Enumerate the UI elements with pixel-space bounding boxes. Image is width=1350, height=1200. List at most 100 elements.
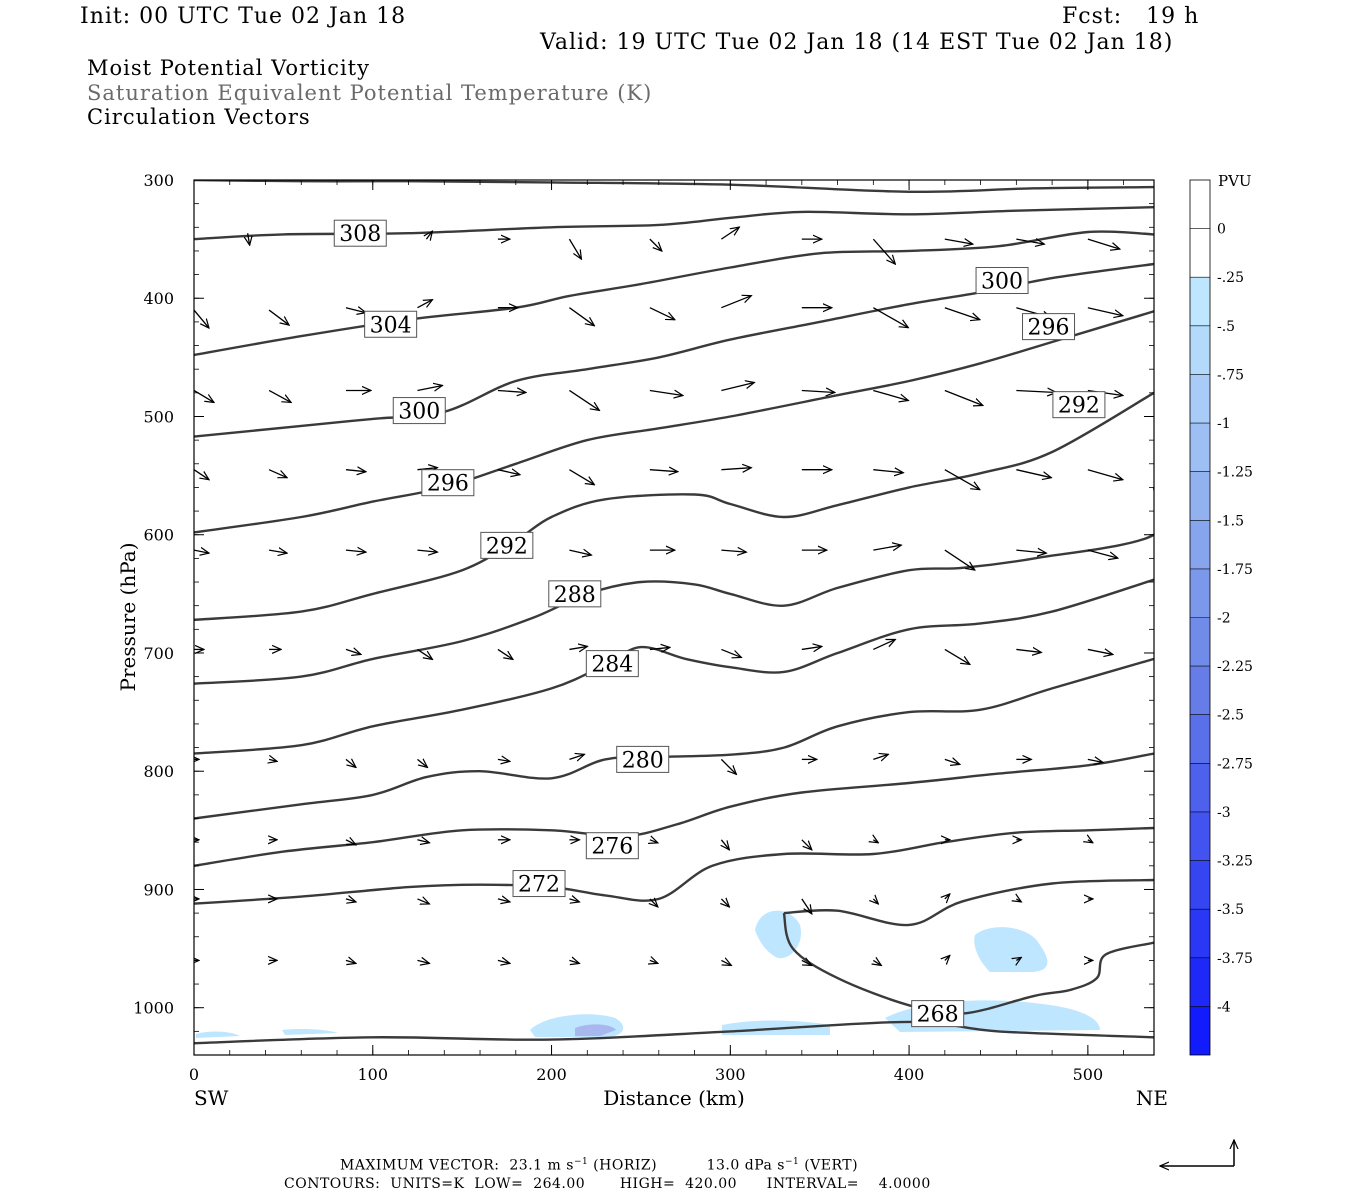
circulation-vector <box>801 390 835 392</box>
circulation-vector <box>345 960 356 963</box>
contour-labels: 3083043002962922882842802762723002962922… <box>333 219 1106 1028</box>
colorbar-segment <box>1190 1006 1210 1055</box>
circulation-vector <box>944 549 975 570</box>
circulation-vector <box>497 899 510 902</box>
colorbar-segment <box>1190 714 1210 764</box>
colorbar-segment <box>1190 471 1210 521</box>
colorbar-label: -1.25 <box>1217 465 1253 481</box>
x-axis-title: Distance (km) <box>603 1086 745 1110</box>
colorbar-segment <box>1190 374 1210 424</box>
colorbar-segment <box>1190 811 1210 861</box>
axis-ticks: 0 100 200 300 400 500 300 400 500 600 700 800 900 100… <box>133 171 1154 1084</box>
circulation-vector <box>873 754 888 759</box>
pv-shade-patch <box>575 1024 616 1036</box>
circulation-vector <box>417 648 432 659</box>
colorbar-segment <box>1190 666 1210 715</box>
colorbar-label: -.75 <box>1217 367 1244 383</box>
circulation-vector <box>801 898 812 914</box>
contour-label: 280 <box>622 748 664 773</box>
circulation-vector <box>569 389 599 410</box>
contour-label-box <box>548 580 602 608</box>
contour-label: 304 <box>370 313 412 338</box>
pv-shade-patch <box>196 1031 240 1038</box>
circulation-vector <box>945 894 950 899</box>
circulation-vector <box>944 389 983 405</box>
contour-label: 308 <box>339 222 381 247</box>
colorbar-segment <box>1190 277 1210 326</box>
circulation-vector <box>417 468 437 470</box>
contour-label: 300 <box>398 400 440 425</box>
field-title-vectors: Circulation Vectors <box>87 105 311 129</box>
colorbar-label: -2.5 <box>1217 708 1244 724</box>
pv-shade-patch <box>755 910 801 959</box>
colorbar-segment <box>1190 957 1210 1007</box>
circulation-vector <box>569 754 584 759</box>
colorbar-label: -1.5 <box>1217 513 1244 529</box>
forecast-hour: Fcst: 19 h <box>1062 4 1200 29</box>
circulation-vector <box>345 899 356 902</box>
colorbar-label: -1.75 <box>1217 562 1253 578</box>
contour-label-box <box>364 310 418 338</box>
circulation-vector <box>417 840 429 843</box>
circulation-vector <box>1016 550 1046 553</box>
circulation-vector <box>801 646 822 649</box>
circulation-vector <box>268 469 287 478</box>
colorbar-segment <box>1190 909 1210 958</box>
colorbar-label: -3.5 <box>1217 902 1244 918</box>
circulation-vector <box>721 227 739 240</box>
circulation-vector <box>569 550 591 555</box>
circulation-vector <box>721 468 751 470</box>
init-time: Init: 00 UTC Tue 02 Jan 18 <box>80 4 407 29</box>
contour-label-box <box>333 219 387 247</box>
circulation-vector <box>1087 649 1113 654</box>
circulation-vector <box>801 960 812 965</box>
colorbar-label: -2.75 <box>1217 756 1253 772</box>
contour-label: 276 <box>591 835 633 860</box>
x-end-label-right: NE <box>1136 1086 1168 1110</box>
y-tick-label: 300 <box>143 171 174 190</box>
colorbar-label: -2 <box>1217 611 1231 627</box>
circulation-vector <box>649 307 675 320</box>
circulation-vector <box>873 639 895 651</box>
circulation-vector <box>417 960 429 963</box>
isentrope-line <box>783 878 1154 927</box>
colorbar-segment <box>1190 520 1210 569</box>
circulation-vector <box>944 469 980 490</box>
vert-value: 13.0 dPa s <box>706 1157 785 1174</box>
contour-label-box <box>1052 391 1106 419</box>
circulation-vector <box>417 899 429 904</box>
colorbar-label: -.5 <box>1217 319 1235 335</box>
colorbar-label: -1 <box>1217 416 1231 432</box>
y-tick-label: 400 <box>143 289 174 308</box>
colorbar-segment <box>1190 180 1210 229</box>
circulation-vector <box>345 308 366 313</box>
circulation-vector <box>721 839 729 850</box>
vert-unit: (VERT) <box>804 1157 859 1174</box>
contour-label-box <box>975 267 1029 295</box>
circulation-vector <box>721 550 746 552</box>
circulation-vector <box>417 385 442 390</box>
circulation-vectors <box>194 227 1123 965</box>
isentrope-line <box>782 912 1154 1016</box>
y-tick-label: 700 <box>143 644 174 663</box>
isentrope-lines <box>194 180 1154 1045</box>
contour-label: 296 <box>427 472 469 497</box>
circulation-vector <box>649 238 662 251</box>
colorbar-segment <box>1190 568 1210 618</box>
colorbar-segment <box>1190 228 1210 278</box>
x-end-label-left: SW <box>194 1086 229 1110</box>
isentrope-line <box>194 752 1154 867</box>
isentrope-line <box>194 180 1154 194</box>
x-tick-label: 0 <box>189 1065 199 1084</box>
circulation-vector <box>649 390 683 395</box>
circulation-vector <box>873 545 901 550</box>
pv-shade-patch <box>282 1029 338 1035</box>
colorbar-label: -2.25 <box>1217 659 1253 675</box>
colorbar-segment <box>1190 325 1210 375</box>
circulation-vector <box>649 647 670 649</box>
circulation-vector <box>497 759 510 761</box>
circulation-vector <box>649 470 678 472</box>
circulation-vector <box>345 840 356 845</box>
circulation-vector <box>497 960 510 963</box>
y-tick-label: 500 <box>143 407 174 426</box>
